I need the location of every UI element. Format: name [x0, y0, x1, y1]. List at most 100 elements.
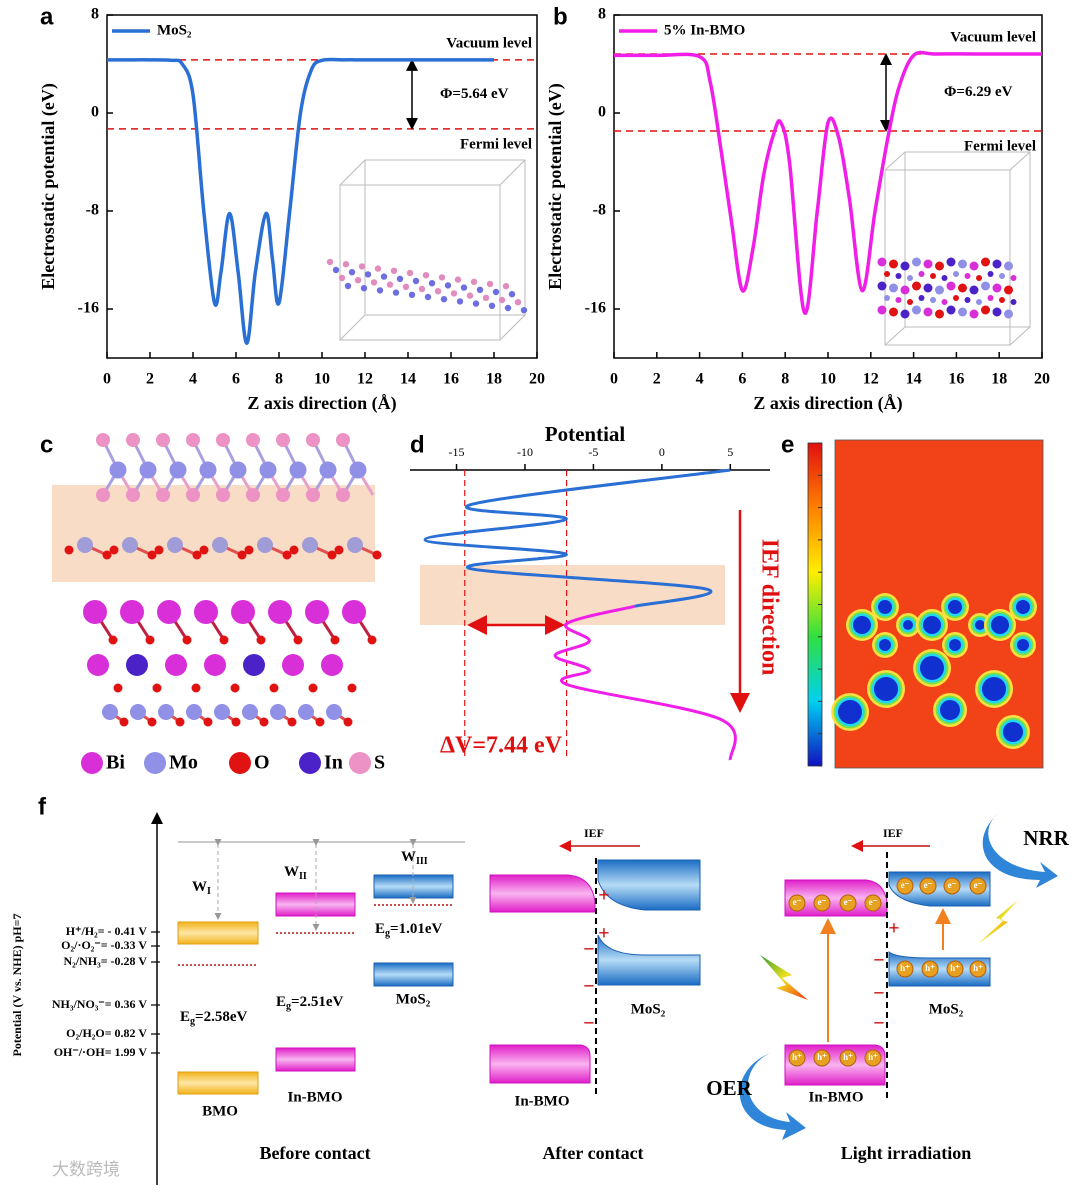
spot — [920, 656, 944, 680]
atom — [203, 717, 213, 727]
atom — [158, 704, 174, 720]
axis-label: Potential (V vs. NHE) pH=7 — [10, 914, 24, 1057]
x-tick-label: 18 — [991, 371, 1007, 388]
atom — [946, 305, 956, 315]
carrier-label: e⁻ — [793, 897, 802, 907]
band — [489, 1044, 591, 1084]
atom — [412, 277, 420, 285]
atom — [918, 271, 925, 277]
band — [784, 879, 888, 917]
atom — [243, 654, 265, 676]
band — [489, 874, 596, 913]
x-tick-label: -15 — [449, 445, 465, 459]
atom — [308, 683, 318, 693]
atom — [199, 461, 217, 479]
atom — [120, 600, 144, 624]
panel-label: f — [38, 793, 47, 820]
carrier — [839, 894, 857, 912]
atom — [259, 717, 269, 727]
legend-swatch — [299, 752, 321, 774]
x-tick-label: 16 — [948, 371, 964, 388]
atom — [392, 289, 400, 296]
carrier-label: e⁻ — [844, 897, 853, 907]
reaction-arrow — [982, 812, 1058, 888]
cell-edge — [499, 159, 526, 186]
atom — [367, 635, 377, 645]
x-tick-label: 16 — [443, 371, 459, 388]
carrier-label: e⁻ — [818, 897, 827, 907]
gap-label: Eg=2.58eV — [180, 1009, 247, 1027]
panel-label: d — [410, 431, 425, 458]
x-tick-label: 4 — [189, 371, 197, 388]
spot — [1003, 722, 1023, 742]
atom — [338, 274, 346, 282]
x-tick-label: 14 — [400, 371, 416, 388]
atom — [992, 259, 1002, 269]
legend-swatch — [229, 752, 251, 774]
atom — [992, 283, 1002, 293]
material-label: In-BMO — [287, 1089, 342, 1105]
atom — [953, 295, 959, 301]
panel-label: b — [553, 3, 568, 30]
x-tick-label: 10 — [820, 371, 836, 388]
panel-label: a — [40, 3, 54, 30]
atom — [981, 281, 990, 291]
panel-label: e — [781, 431, 794, 458]
atom — [169, 461, 187, 479]
atom — [229, 461, 247, 479]
atom — [315, 717, 325, 727]
carrier — [946, 960, 964, 978]
band — [177, 1071, 259, 1095]
atom — [889, 259, 898, 269]
level-label: O₂/H₂O= 0.82 V — [66, 1026, 147, 1040]
atom — [923, 307, 933, 317]
level-label: O₂/·O₂⁻= -0.33 V — [61, 938, 147, 952]
legend-swatch — [349, 752, 371, 774]
atom — [126, 654, 148, 676]
atom — [282, 550, 292, 560]
atom — [969, 309, 979, 319]
atom — [191, 683, 201, 693]
spot — [879, 639, 891, 651]
atom — [77, 537, 93, 553]
atom — [186, 433, 200, 447]
atom — [912, 305, 921, 315]
x-axis-label: Z axis direction (Å) — [753, 393, 902, 414]
atom — [204, 654, 226, 676]
plot-frame — [613, 14, 1043, 359]
carrier-label: e⁻ — [924, 880, 933, 890]
legend-label: Bi — [106, 752, 125, 774]
carrier — [919, 877, 937, 895]
reference-label: Vacuum level — [446, 35, 532, 51]
atom — [342, 600, 366, 624]
atom — [958, 259, 967, 269]
atom — [424, 293, 432, 301]
charge-sign: − — [873, 1013, 884, 1035]
band — [373, 962, 454, 987]
line — [423, 468, 731, 608]
cell-box — [904, 151, 1031, 328]
legend-swatch — [144, 752, 166, 774]
atom — [259, 461, 277, 479]
delta-label: ΔV=7.44 eV — [440, 733, 563, 759]
stage-label: Light irradiation — [841, 1143, 972, 1163]
atom — [438, 274, 446, 281]
carriers: e⁻ e⁻ e⁻ e⁻ e⁻ e⁻ e⁻ e⁻ h⁺ h⁺ h⁺ h⁺ h⁺ h⁺ h⁺ h⁺ — [788, 877, 987, 1067]
x-tick-label: 12 — [863, 371, 879, 388]
carrier-label: e⁻ — [974, 880, 983, 890]
atom — [976, 275, 982, 281]
atom — [147, 717, 157, 727]
atom — [360, 285, 368, 292]
atom — [242, 704, 258, 720]
carrier — [943, 877, 961, 895]
atom — [270, 704, 286, 720]
atom — [999, 273, 1005, 279]
cell-box — [884, 169, 1011, 346]
charge-sign: − — [583, 939, 594, 961]
x-tick-label: 10 — [314, 371, 330, 388]
legend-label: S — [374, 752, 385, 774]
carrier — [813, 1049, 831, 1067]
atom — [102, 704, 118, 720]
atom — [237, 550, 247, 560]
carrier-label: h⁺ — [900, 963, 910, 973]
